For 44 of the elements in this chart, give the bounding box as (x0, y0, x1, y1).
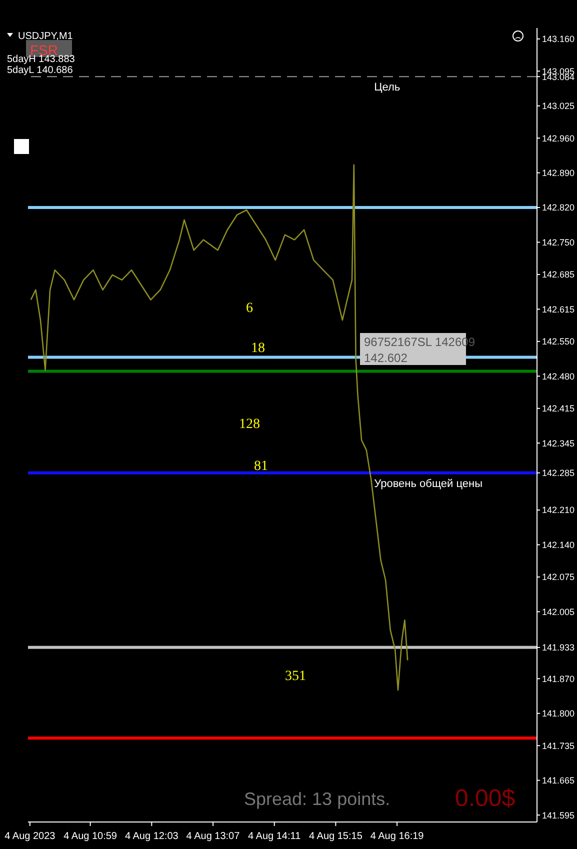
y-tick-label: 141.933 (542, 642, 575, 653)
x-tick-label: 4 Aug 16:19 (370, 831, 424, 842)
y-tick-label: 142.415 (542, 404, 575, 414)
x-tick-label: 4 Aug 15:15 (309, 831, 363, 842)
y-tick-label: 142.890 (542, 168, 575, 178)
y-tick-label: 141.595 (542, 810, 575, 820)
y-tick-label: 141.800 (542, 708, 575, 719)
y-tick-label: 142.140 (542, 540, 575, 550)
annotation: 18 (251, 341, 265, 356)
y-tick-label: 142.345 (542, 438, 575, 448)
annotation: 0.00$ (455, 785, 516, 812)
y-tick-label: 142.075 (542, 572, 575, 582)
x-tick-label: 4 Aug 2023 (4, 831, 56, 842)
chart-title: USDJPY,M1 (18, 31, 74, 42)
y-tick-label: 141.870 (542, 674, 575, 684)
y-tick-label: 142.685 (542, 270, 575, 280)
y-tick-label: 142.210 (542, 505, 575, 516)
y-tick-label: 142.550 (542, 336, 575, 347)
y-tick-label: 142.285 (542, 468, 575, 478)
ref-line-label: Цель (374, 82, 400, 94)
ref-line-label: Уровень общей цены (374, 478, 483, 490)
y-tick-label: 142.750 (542, 237, 575, 248)
x-tick-label: 4 Aug 10:59 (64, 831, 118, 842)
y-tick-label: 143.025 (542, 101, 575, 112)
annotation: 6 (246, 301, 253, 316)
y-tick-label: 141.665 (542, 776, 575, 786)
annotation: 128 (239, 417, 260, 432)
y-tick-label: 143.160 (542, 34, 575, 44)
y-tick-label: 142.820 (542, 202, 575, 213)
annotation: 5dayH 143.883 (7, 54, 76, 65)
annotation: 5dayL 140.686 (7, 65, 74, 76)
annotation: 142.602 (364, 351, 408, 365)
x-tick-label: 4 Aug 12:03 (124, 831, 179, 842)
annotation: 81 (254, 459, 268, 474)
annotation: Spread: 13 points. (244, 789, 390, 809)
y-tick-label: 142.005 (542, 606, 575, 617)
x-tick-label: 4 Aug 14:11 (248, 831, 302, 842)
y-tick-label: 141.735 (542, 740, 575, 751)
y-tick-label: 143.095 (542, 66, 575, 76)
y-tick-label: 142.960 (542, 133, 575, 144)
x-tick-label: 4 Aug 13:07 (186, 831, 240, 842)
annotation: 351 (285, 669, 306, 684)
y-tick-label: 142.480 (542, 371, 575, 382)
y-tick-label: 142.615 (542, 304, 575, 314)
